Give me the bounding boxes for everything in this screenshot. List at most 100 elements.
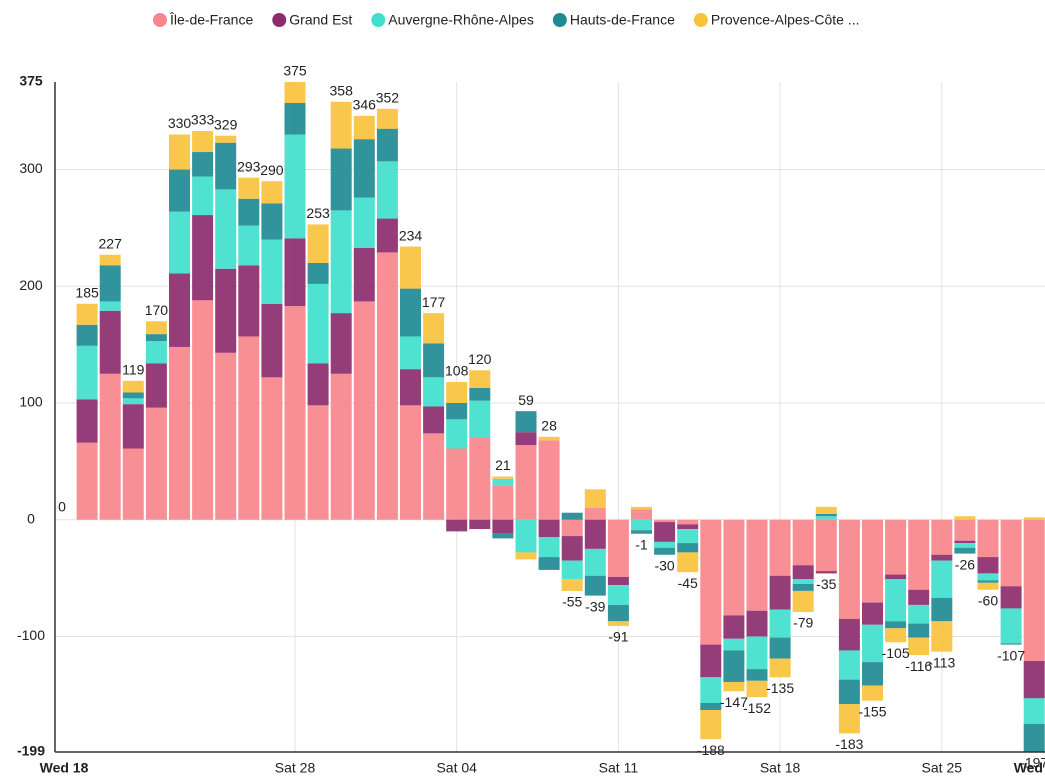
bar-segment: [122, 380, 144, 393]
total-label: 28: [541, 418, 557, 434]
bar-segment: [353, 247, 375, 302]
bar-segment: [423, 313, 445, 344]
bar-segment: [954, 519, 976, 541]
total-label: 290: [260, 162, 284, 178]
bar-segment: [76, 442, 98, 520]
total-label: 59: [518, 392, 534, 408]
y-tick-label: -100: [17, 627, 45, 643]
bar-segment: [492, 519, 514, 534]
bar-segment: [700, 709, 722, 740]
bar-segment: [931, 519, 953, 555]
total-label: -183: [835, 736, 863, 752]
bar-segment: [769, 609, 791, 638]
bar-segment: [838, 618, 860, 651]
bar-segment: [215, 189, 237, 269]
bar-segment: [376, 252, 398, 520]
bar-segment: [885, 574, 907, 580]
bar-segment: [330, 210, 352, 314]
total-label: 352: [376, 90, 400, 106]
bar-segment: [400, 405, 421, 520]
total-label: 170: [145, 302, 169, 318]
x-tick-label: Wed 18: [40, 760, 89, 776]
bar-segment: [376, 128, 398, 162]
x-tick-label: Sat 18: [760, 760, 801, 776]
bar-segment: [1023, 519, 1045, 661]
total-label: 330: [168, 115, 192, 131]
bar-segment: [746, 636, 768, 670]
bar-segment: [469, 400, 491, 439]
bar-segment: [677, 524, 699, 530]
bar-segment: [307, 283, 329, 364]
legend-label: Hauts-de-France: [570, 12, 675, 28]
legend-marker: [272, 13, 287, 27]
bar-segment: [908, 637, 930, 656]
bar-segment: [99, 301, 121, 311]
bar-segment: [192, 215, 214, 301]
total-label: 293: [237, 158, 261, 174]
bar-segment: [307, 363, 329, 406]
bar-segment: [561, 579, 583, 591]
bar-segment: [815, 506, 837, 514]
bar-segment: [261, 303, 283, 378]
bar-segment: [353, 139, 375, 198]
bar-segment: [122, 392, 144, 399]
bar-segment: [607, 585, 629, 605]
bar-segment: [238, 225, 260, 266]
bar-segment: [353, 115, 375, 140]
bar-segment: [584, 575, 606, 596]
bar-segment: [469, 387, 491, 401]
bar-segment: [862, 519, 883, 603]
bar-segment: [492, 533, 514, 539]
total-label: -1: [635, 536, 648, 552]
total-label: -116: [905, 658, 932, 674]
bar-segment: [561, 519, 583, 537]
bar-segment: [169, 211, 190, 274]
bar-segment: [284, 238, 306, 307]
bar-segment: [376, 161, 398, 219]
bar-segment: [423, 433, 445, 520]
bar-segment: [931, 560, 953, 598]
bar-segment: [469, 438, 491, 520]
total-label: -188: [697, 742, 725, 758]
bar-segment: [769, 519, 791, 576]
y-tick-label: 0: [27, 510, 35, 526]
bar-segment: [838, 519, 860, 619]
total-label: -155: [858, 703, 886, 719]
bar-segment: [330, 373, 352, 520]
bar-segment: [538, 440, 560, 520]
bar-segment: [169, 134, 190, 170]
bar-segment: [723, 650, 745, 682]
bar-segment: [815, 571, 837, 574]
bar-segment: [446, 402, 468, 420]
bar-segment: [954, 543, 976, 548]
bar-segment: [446, 381, 468, 403]
bar-segment: [700, 702, 722, 710]
bar-segment: [122, 398, 144, 405]
bar-segment: [723, 638, 745, 651]
x-tick-label: Sat 04: [436, 760, 477, 776]
total-label: 358: [330, 83, 354, 99]
bar-segment: [654, 522, 676, 542]
bar-segment: [423, 377, 445, 407]
bar-segment: [492, 485, 514, 520]
bar-segment: [99, 265, 121, 302]
bar-segment: [931, 597, 953, 622]
total-label: -147: [720, 694, 748, 710]
bar-segment: [862, 602, 883, 625]
bar-segment: [862, 624, 883, 663]
bar-segment: [1000, 643, 1022, 645]
bar-segment: [631, 509, 652, 520]
bar-segment: [400, 288, 421, 337]
bar-segment: [284, 82, 306, 104]
bar-segment: [977, 573, 999, 581]
bar-segment: [492, 476, 514, 479]
bar-segment: [330, 101, 352, 149]
bar-segment: [561, 560, 583, 580]
bar-segment: [169, 346, 190, 520]
bar-segment: [538, 519, 560, 538]
total-label: -39: [585, 598, 605, 614]
bar-segment: [122, 448, 144, 520]
bar-segment: [192, 176, 214, 216]
bar-segment: [538, 537, 560, 558]
bar-segment: [1023, 723, 1045, 752]
